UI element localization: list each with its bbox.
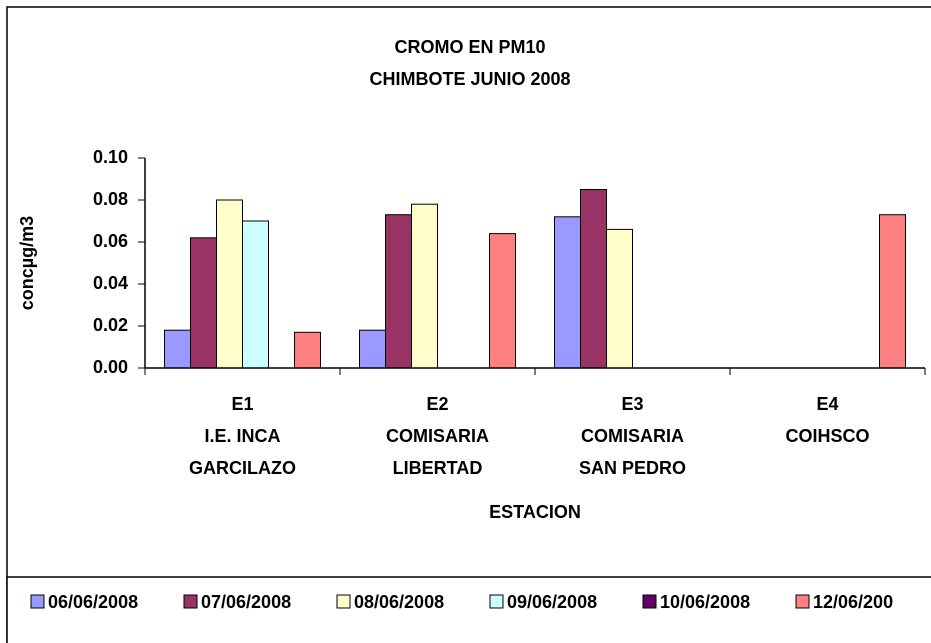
x-axis-label: ESTACION xyxy=(489,502,581,522)
chart-title: CHIMBOTE JUNIO 2008 xyxy=(369,69,570,89)
x-tick-label: COMISARIA xyxy=(581,426,684,446)
legend-label: 07/06/2008 xyxy=(201,592,291,612)
y-tick-label: 0.10 xyxy=(93,147,128,167)
y-tick-label: 0.06 xyxy=(93,231,128,251)
bar xyxy=(385,214,412,369)
legend-swatch xyxy=(489,594,504,609)
y-axis-label: concµg/m3 xyxy=(17,216,37,310)
bar xyxy=(359,329,386,369)
bar xyxy=(216,199,243,369)
legend-label: 08/06/2008 xyxy=(354,592,444,612)
x-tick-label: E3 xyxy=(621,394,643,414)
x-tick-label: I.E. INCA xyxy=(204,426,280,446)
chart-title: CROMO EN PM10 xyxy=(394,37,545,57)
legend-box xyxy=(6,576,931,643)
legend-swatch xyxy=(642,594,657,609)
legend-swatch xyxy=(795,594,810,609)
x-tick-label: GARCILAZO xyxy=(189,458,296,478)
bar xyxy=(606,228,633,369)
x-tick-label: E4 xyxy=(816,394,838,414)
bar xyxy=(411,203,438,369)
bar xyxy=(554,216,581,369)
legend-label: 10/06/2008 xyxy=(660,592,750,612)
y-tick-label: 0.04 xyxy=(93,273,128,293)
x-tick-label: E2 xyxy=(426,394,448,414)
bar xyxy=(580,189,607,369)
x-tick-label: COMISARIA xyxy=(386,426,489,446)
x-tick-label: COIHSCO xyxy=(785,426,869,446)
x-tick-label: LIBERTAD xyxy=(393,458,483,478)
y-tick-label: 0.08 xyxy=(93,189,128,209)
y-tick-label: 0.02 xyxy=(93,315,128,335)
bar xyxy=(294,331,321,369)
legend-label: 06/06/2008 xyxy=(48,592,138,612)
x-tick-label: E1 xyxy=(231,394,253,414)
legend-swatch xyxy=(183,594,198,609)
x-tick-label: SAN PEDRO xyxy=(579,458,686,478)
bar xyxy=(879,214,906,369)
bar xyxy=(489,233,516,369)
legend-swatch xyxy=(336,594,351,609)
bar xyxy=(190,237,217,369)
chart-frame xyxy=(6,6,931,643)
y-tick-label: 0.00 xyxy=(93,357,128,377)
legend-label: 12/06/200 xyxy=(813,592,893,612)
bar xyxy=(164,329,191,369)
legend-swatch xyxy=(30,594,45,609)
bar xyxy=(242,220,269,369)
legend-label: 09/06/2008 xyxy=(507,592,597,612)
